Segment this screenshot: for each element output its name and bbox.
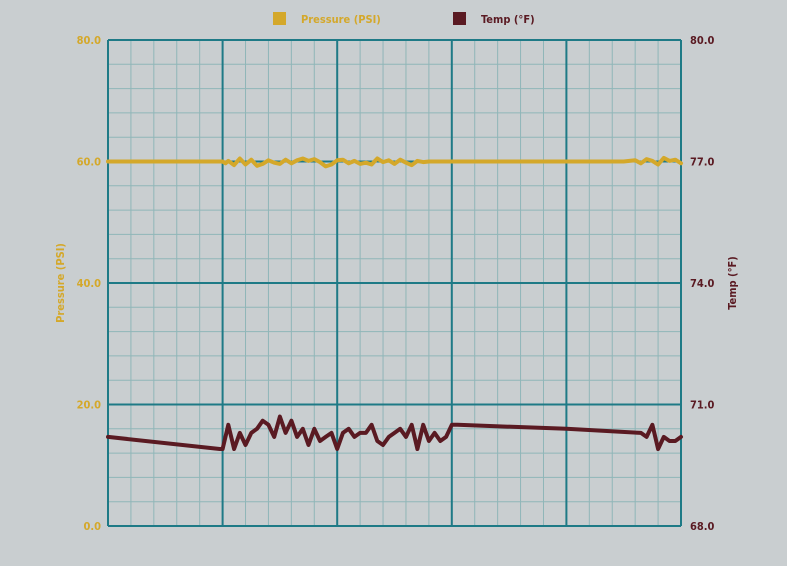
- left-tick-label: 60.0: [77, 156, 102, 169]
- legend-swatch-temp: [453, 12, 466, 25]
- legend-label-temp: Temp (°F): [481, 13, 535, 26]
- left-axis-ticks: 0.0 20.0 40.0 60.0 80.0: [77, 34, 102, 533]
- series-line-pressure: [106, 155, 683, 169]
- series-line-temp: [106, 414, 683, 451]
- right-tick-label: 71.0: [690, 399, 715, 412]
- left-tick-label: 40.0: [77, 277, 102, 290]
- legend-label-pressure: Pressure (PSI): [301, 13, 381, 26]
- right-tick-label: 68.0: [690, 520, 715, 533]
- left-tick-label: 20.0: [77, 399, 102, 412]
- left-axis-title: Pressure (PSI): [54, 243, 67, 323]
- right-tick-label: 74.0: [690, 277, 715, 290]
- legend-swatch-pressure: [273, 12, 286, 25]
- left-tick-label: 80.0: [77, 34, 102, 47]
- legend: Pressure (PSI) Temp (°F): [273, 12, 535, 26]
- left-tick-label: 0.0: [83, 520, 101, 533]
- right-axis-title: Temp (°F): [726, 256, 739, 310]
- series-layer: [106, 155, 683, 451]
- right-tick-label: 77.0: [690, 156, 715, 169]
- right-axis-ticks: 68.0 71.0 74.0 77.0 80.0: [690, 34, 715, 533]
- right-tick-label: 80.0: [690, 34, 715, 47]
